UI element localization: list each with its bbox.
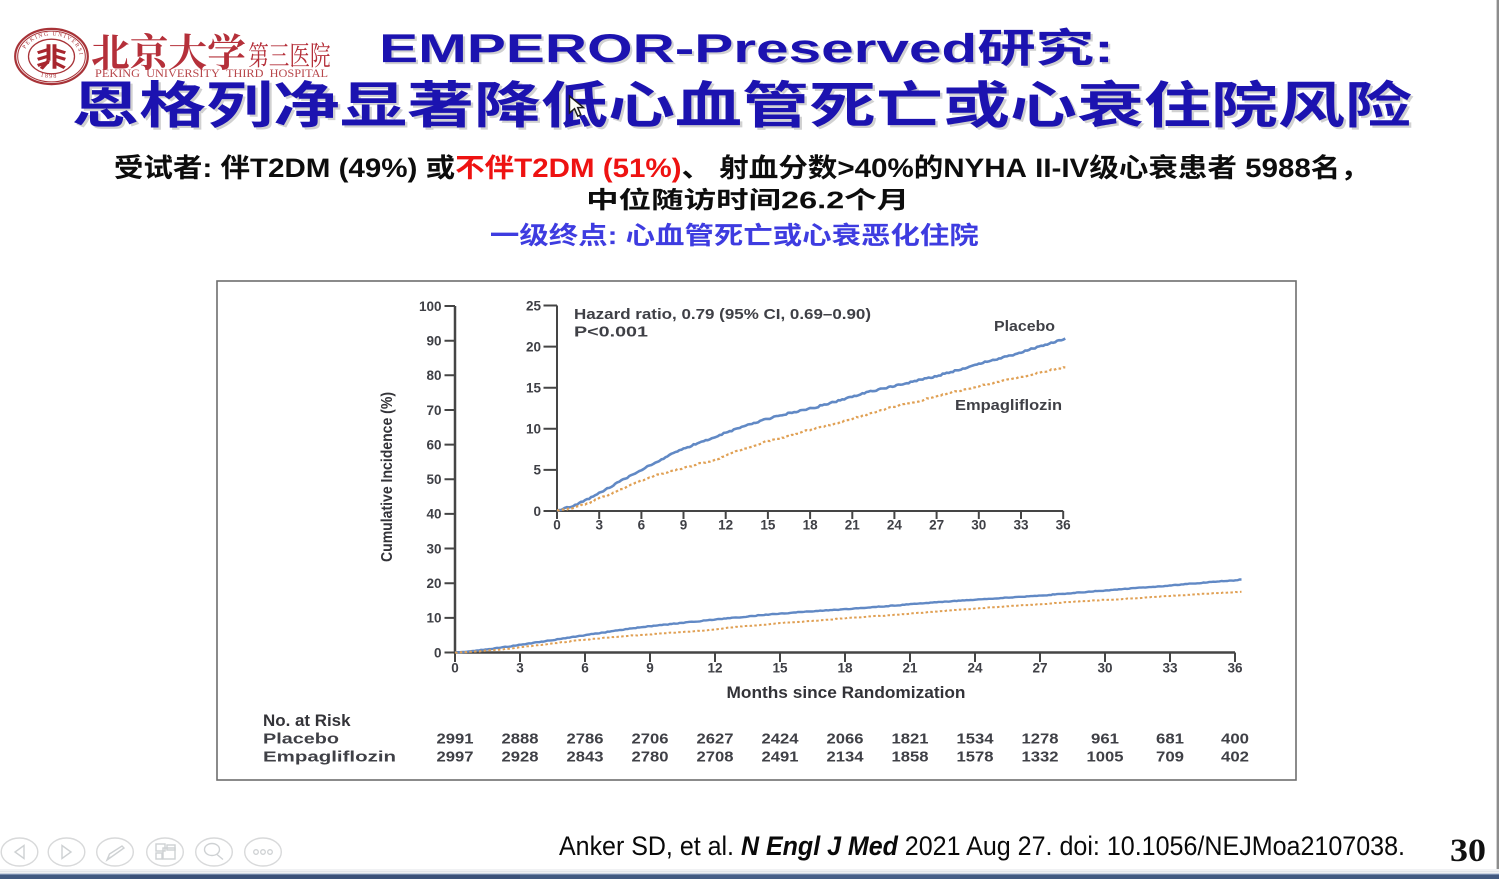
svg-text:20: 20	[526, 339, 541, 354]
svg-text:Anker SD, et al.: Anker SD, et al.	[559, 831, 734, 861]
svg-text:2780: 2780	[632, 749, 669, 766]
svg-text:30: 30	[1097, 661, 1112, 676]
svg-text:2928: 2928	[502, 749, 539, 766]
svg-text:1278: 1278	[1022, 731, 1059, 748]
svg-text:2708: 2708	[697, 749, 734, 766]
svg-text:60: 60	[426, 437, 441, 452]
svg-text:6: 6	[581, 661, 589, 676]
svg-text:Empagliflozin: Empagliflozin	[955, 397, 1062, 414]
svg-text:1005: 1005	[1087, 749, 1124, 766]
svg-text:30: 30	[426, 541, 441, 556]
svg-text:18: 18	[837, 661, 853, 676]
svg-text:18: 18	[803, 518, 819, 533]
svg-text:10: 10	[526, 422, 541, 437]
svg-text:30: 30	[1450, 833, 1486, 869]
svg-text:1578: 1578	[957, 749, 994, 766]
svg-text:3: 3	[516, 661, 524, 676]
svg-text:12: 12	[707, 661, 722, 676]
svg-text:Cumulative Incidence (%): Cumulative Incidence (%)	[379, 392, 396, 562]
svg-text:1858: 1858	[892, 749, 929, 766]
svg-text:P<0.001: P<0.001	[574, 324, 648, 341]
svg-text:2424: 2424	[762, 731, 800, 748]
svg-text:6: 6	[638, 518, 646, 533]
svg-text:Placebo: Placebo	[263, 731, 339, 748]
svg-text:2706: 2706	[632, 731, 669, 748]
svg-text:2627: 2627	[697, 731, 734, 748]
svg-text:Months since Randomization: Months since Randomization	[727, 683, 966, 702]
svg-text:Empagliflozin: Empagliflozin	[263, 749, 396, 766]
svg-text:25: 25	[526, 298, 542, 313]
svg-text:1332: 1332	[1022, 749, 1059, 766]
svg-text:27: 27	[1032, 661, 1047, 676]
svg-text:681: 681	[1156, 731, 1184, 748]
svg-text:9: 9	[680, 518, 688, 533]
svg-text:21: 21	[902, 661, 918, 676]
svg-text:24: 24	[887, 518, 903, 533]
svg-text:15: 15	[760, 518, 776, 533]
svg-text:30: 30	[971, 518, 986, 533]
svg-text:1821: 1821	[892, 731, 929, 748]
svg-text:No. at Risk: No. at Risk	[263, 711, 351, 730]
svg-text:Placebo: Placebo	[994, 318, 1055, 335]
svg-text:2134: 2134	[827, 749, 865, 766]
svg-text:40: 40	[426, 507, 441, 522]
svg-text:2066: 2066	[827, 731, 864, 748]
svg-text:2991: 2991	[437, 731, 474, 748]
svg-text:36: 36	[1227, 661, 1243, 676]
svg-text:961: 961	[1091, 731, 1119, 748]
svg-text:90: 90	[426, 334, 441, 349]
svg-text:15: 15	[772, 661, 788, 676]
svg-text:0: 0	[434, 645, 442, 660]
svg-text:10: 10	[426, 611, 441, 626]
svg-text:3: 3	[595, 518, 603, 533]
svg-text:1898: 1898	[40, 72, 58, 80]
svg-text:21: 21	[845, 518, 861, 533]
svg-text:0: 0	[533, 504, 541, 519]
svg-text:N Engl J Med: N Engl J Med	[741, 831, 898, 861]
svg-text:2786: 2786	[567, 731, 604, 748]
svg-text:24: 24	[967, 661, 983, 676]
svg-text:0: 0	[451, 661, 459, 676]
svg-text:2888: 2888	[502, 731, 539, 748]
svg-text:1534: 1534	[957, 731, 995, 748]
svg-text:2491: 2491	[762, 749, 799, 766]
svg-text:709: 709	[1156, 749, 1184, 766]
svg-text:100: 100	[419, 299, 442, 314]
svg-text:70: 70	[426, 403, 441, 418]
svg-text:2021 Aug 27. doi: 10.1056/NEJM: 2021 Aug 27. doi: 10.1056/NEJMoa2107038.	[905, 831, 1405, 861]
svg-text:5: 5	[533, 463, 541, 478]
svg-text:33: 33	[1013, 518, 1029, 533]
svg-text:9: 9	[646, 661, 654, 676]
svg-text:12: 12	[718, 518, 733, 533]
svg-text:2997: 2997	[437, 749, 474, 766]
svg-text:Hazard ratio, 0.79 (95% CI, 0.: Hazard ratio, 0.79 (95% CI, 0.69–0.90)	[574, 306, 871, 323]
svg-text:27: 27	[929, 518, 944, 533]
svg-text:36: 36	[1056, 518, 1072, 533]
svg-text:50: 50	[426, 472, 441, 487]
svg-text:2843: 2843	[567, 749, 604, 766]
svg-text:33: 33	[1162, 661, 1178, 676]
svg-text:15: 15	[526, 381, 542, 396]
svg-text:20: 20	[426, 576, 441, 591]
svg-text:0: 0	[553, 518, 561, 533]
svg-text:PEKING UNIVERSITY THIRD HOS: PEKING UNIVERSITY THIRD HOSPITAL	[95, 66, 328, 80]
svg-text:80: 80	[426, 368, 441, 383]
svg-text:402: 402	[1221, 749, 1249, 766]
svg-text:400: 400	[1221, 731, 1249, 748]
